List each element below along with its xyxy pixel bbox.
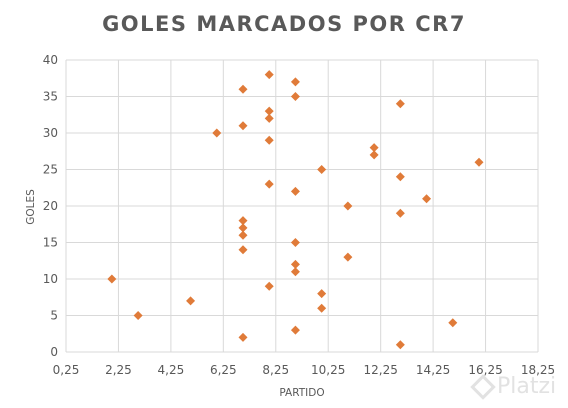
y-tick-label: 20 bbox=[43, 199, 58, 213]
data-point bbox=[317, 289, 327, 299]
data-point bbox=[343, 252, 353, 262]
data-point bbox=[290, 259, 300, 269]
data-point bbox=[290, 186, 300, 196]
data-point bbox=[290, 92, 300, 101]
data-point bbox=[395, 99, 405, 109]
data-point bbox=[186, 296, 196, 306]
x-axis-label: PARTIDO bbox=[279, 387, 324, 399]
data-point bbox=[369, 150, 379, 160]
data-point bbox=[238, 216, 248, 226]
y-tick-label: 15 bbox=[43, 236, 58, 250]
data-point bbox=[238, 230, 248, 240]
data-point bbox=[343, 201, 353, 211]
y-tick-label: 25 bbox=[43, 163, 58, 177]
data-point bbox=[448, 318, 458, 328]
y-axis-label: GOLES bbox=[25, 189, 37, 225]
data-point bbox=[264, 113, 274, 123]
data-point bbox=[395, 172, 405, 182]
x-tick-label: 6,25 bbox=[210, 363, 237, 377]
data-point bbox=[264, 70, 274, 80]
data-point bbox=[212, 128, 222, 138]
x-tick-label: 10,25 bbox=[311, 363, 345, 377]
x-tick-label: 8,25 bbox=[262, 363, 289, 377]
data-point bbox=[290, 77, 300, 87]
data-point bbox=[238, 223, 248, 233]
data-points bbox=[107, 70, 484, 350]
y-tick-label: 0 bbox=[50, 345, 58, 359]
x-tick-label: 16,25 bbox=[468, 363, 502, 377]
y-tick-label: 10 bbox=[43, 272, 58, 286]
data-point bbox=[395, 208, 405, 218]
x-tick-label: 0,25 bbox=[53, 363, 80, 377]
y-tick-labels: 0 5 10 15 20 25 30 35 40 bbox=[43, 53, 58, 359]
data-point bbox=[264, 135, 274, 145]
data-point bbox=[422, 194, 432, 204]
y-tick-label: 5 bbox=[50, 309, 58, 323]
y-tick-label: 35 bbox=[43, 90, 58, 104]
data-point bbox=[238, 84, 248, 94]
platzi-watermark: Platzi bbox=[470, 373, 557, 400]
x-tick-label: 12,25 bbox=[363, 363, 397, 377]
data-point bbox=[290, 267, 300, 277]
data-point bbox=[369, 143, 379, 153]
data-point bbox=[290, 238, 300, 247]
x-tick-label: 4,25 bbox=[158, 363, 185, 377]
gridlines bbox=[65, 59, 539, 353]
data-point bbox=[238, 245, 248, 255]
data-point bbox=[238, 121, 248, 131]
data-point bbox=[317, 303, 327, 313]
data-point bbox=[107, 274, 117, 284]
data-point bbox=[264, 281, 274, 291]
data-point bbox=[264, 106, 274, 116]
y-tick-label: 30 bbox=[43, 126, 58, 140]
y-tick-label: 40 bbox=[43, 53, 58, 67]
data-point bbox=[133, 311, 143, 320]
x-tick-labels: 0,25 2,25 4,25 6,25 8,25 10,25 12,25 14,25 16,25… bbox=[53, 363, 556, 377]
x-tick-label: 2,25 bbox=[105, 363, 132, 377]
watermark-text: Platzi bbox=[497, 374, 557, 399]
data-point bbox=[474, 157, 484, 167]
platzi-diamond-icon bbox=[470, 373, 496, 400]
x-tick-label: 18,25 bbox=[521, 363, 555, 377]
data-point bbox=[290, 325, 300, 335]
data-point bbox=[264, 179, 274, 189]
x-tick-label: 14,25 bbox=[416, 363, 450, 377]
data-point bbox=[238, 332, 248, 342]
data-point bbox=[395, 340, 405, 350]
chart-title: GOLES MARCADOS POR CR7 bbox=[102, 12, 466, 36]
data-point bbox=[317, 165, 327, 174]
